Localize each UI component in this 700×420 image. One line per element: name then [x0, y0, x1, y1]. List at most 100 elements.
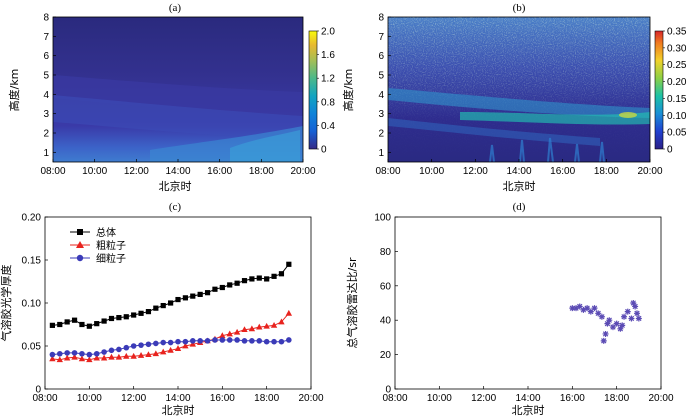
- data-point: [182, 295, 188, 301]
- data-point: [591, 305, 598, 312]
- data-point: [569, 305, 576, 312]
- colorbar-tick-label: 1.6: [321, 50, 335, 61]
- data-point: [271, 273, 277, 279]
- y-tick-label: 8: [43, 13, 49, 24]
- data-point: [241, 326, 248, 333]
- data-point: [212, 337, 218, 343]
- data-point: [212, 286, 218, 292]
- y-tick-label: 0.10: [22, 299, 42, 310]
- data-point: [100, 354, 108, 361]
- data-point: [595, 310, 602, 317]
- data-point: [145, 341, 152, 348]
- data-point: [101, 318, 107, 324]
- data-point: [49, 355, 56, 362]
- data-point: [49, 322, 55, 328]
- colorbar-tick-label: 0.30: [667, 43, 687, 54]
- y-tick-label: 4: [378, 90, 384, 101]
- data-point: [93, 350, 100, 357]
- data-point: [190, 293, 196, 299]
- data-point: [79, 350, 85, 357]
- panel-b-ylabel: 高度/km: [341, 69, 355, 112]
- y-tick-label: 0.20: [22, 213, 42, 224]
- data-point: [226, 337, 233, 343]
- data-point: [101, 349, 107, 355]
- y-tick-label: 6: [43, 51, 49, 62]
- x-tick-label: 14:00: [515, 393, 540, 404]
- data-point: [116, 346, 122, 353]
- y-tick-label: 0.15: [22, 256, 42, 267]
- data-point: [278, 318, 285, 325]
- data-point: [617, 325, 624, 332]
- colorbar-tick-label: 0.10: [667, 111, 687, 122]
- data-point: [160, 339, 167, 346]
- y-tick-label: 5: [378, 71, 384, 82]
- data-point: [63, 354, 71, 361]
- data-point: [271, 338, 277, 345]
- x-tick-label: 18:00: [249, 166, 274, 177]
- y-tick-label: 0.05: [22, 342, 42, 353]
- data-point: [108, 347, 115, 354]
- series-line: [52, 263, 290, 327]
- legend-marker-fine: [76, 254, 84, 262]
- data-point: [621, 313, 628, 320]
- x-tick-label: 08:00: [40, 166, 65, 177]
- data-point: [286, 337, 292, 343]
- colorbar-tick-label: 0: [321, 145, 327, 156]
- x-tick-label: 12:00: [463, 166, 488, 177]
- panel-d-xlabel: 北京时: [512, 403, 545, 417]
- data-point: [197, 291, 203, 297]
- data-point: [64, 319, 70, 325]
- x-tick-label: 12:00: [124, 166, 149, 177]
- data-point: [285, 309, 293, 316]
- data-point: [56, 356, 63, 363]
- data-point: [628, 315, 635, 322]
- data-point: [606, 317, 613, 324]
- data-point: [123, 314, 129, 320]
- data-point: [234, 280, 240, 286]
- panel-c-title: (c): [169, 201, 182, 213]
- data-point: [632, 303, 639, 310]
- data-point: [189, 340, 196, 347]
- data-point: [256, 275, 262, 281]
- data-point: [175, 296, 181, 303]
- x-tick-label: 18:00: [254, 393, 279, 404]
- colorbar-tick-label: 1.2: [321, 74, 335, 85]
- data-point: [584, 305, 591, 312]
- data-point: [71, 317, 78, 323]
- data-point: [256, 338, 263, 344]
- x-tick-label: 20:00: [298, 393, 323, 404]
- x-tick-label: 20:00: [637, 166, 662, 177]
- data-point: [249, 338, 255, 344]
- y-tick-label: 40: [380, 316, 392, 327]
- y-tick-label: 2: [43, 129, 49, 140]
- y-tick-label: 3: [378, 109, 384, 120]
- x-tick-label: 08:00: [375, 166, 400, 177]
- data-point: [153, 340, 159, 347]
- data-point: [602, 330, 609, 337]
- ticks-layer: 08:00 10:00 12:00 14:00 16:00 18:00 20:00 1 2 3 4 5…: [22, 13, 687, 405]
- data-point: [137, 352, 145, 358]
- x-tick-label: 12:00: [471, 393, 496, 404]
- panel-a-ylabel: 高度/km: [7, 69, 21, 112]
- data-point: [635, 315, 642, 322]
- data-point: [197, 338, 203, 344]
- data-point: [71, 353, 78, 360]
- colorbar-b: [654, 30, 664, 150]
- x-tick-label: 18:00: [594, 166, 619, 177]
- y-tick-label: 100: [374, 213, 391, 224]
- y-tick-label: 0: [35, 385, 41, 396]
- data-point: [286, 261, 292, 267]
- data-point: [56, 350, 63, 357]
- data-point: [249, 276, 255, 282]
- data-point: [79, 321, 85, 328]
- data-point: [604, 320, 611, 327]
- x-tick-label: 16:00: [550, 166, 575, 177]
- panel-d-title: (d): [513, 201, 526, 213]
- colorbar-tick-label: 0.25: [667, 60, 687, 71]
- x-tick-label: 20:00: [290, 166, 315, 177]
- panel-b-heatmap: [387, 16, 651, 163]
- colorbar-tick-label: 0.8: [321, 97, 335, 108]
- panel-d-frame: [394, 216, 662, 390]
- data-point: [613, 320, 620, 327]
- y-tick-label: 6: [378, 51, 384, 62]
